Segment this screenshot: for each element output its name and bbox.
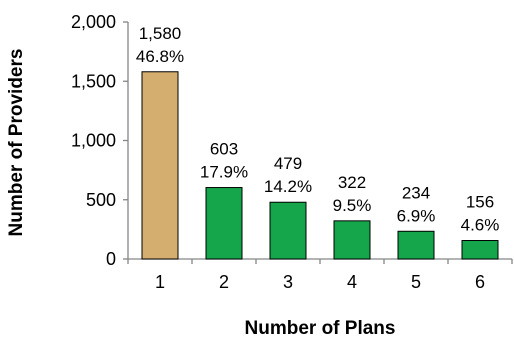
y-tick-label: 1,000 — [71, 131, 116, 151]
bar — [205, 187, 243, 260]
y-tick-label: 0 — [106, 249, 116, 269]
data-label-percent: 46.8% — [136, 47, 184, 66]
data-label-value: 234 — [402, 183, 430, 202]
data-label-value: 322 — [338, 173, 366, 192]
data-label-value: 1,580 — [139, 24, 182, 43]
y-tick-label: 2,000 — [71, 12, 116, 32]
data-label-percent: 14.2% — [264, 177, 312, 196]
x-tick-label: 5 — [411, 272, 421, 292]
y-tick-label: 500 — [86, 190, 116, 210]
x-tick-label: 6 — [475, 272, 485, 292]
y-axis-title-group: Number of Providers — [6, 49, 27, 237]
data-label-percent: 9.5% — [333, 196, 372, 215]
y-tick-label: 1,500 — [71, 71, 116, 91]
x-axis-title: Number of Plans — [245, 318, 396, 339]
bar — [141, 71, 179, 260]
x-tick-label: 2 — [219, 272, 229, 292]
x-tick-label: 1 — [155, 272, 165, 292]
data-label-percent: 17.9% — [200, 163, 248, 182]
bar — [333, 220, 371, 260]
data-label-value: 479 — [274, 154, 302, 173]
bar — [461, 240, 499, 260]
data-label-percent: 6.9% — [397, 206, 436, 225]
x-tick-label: 3 — [283, 272, 293, 292]
data-label-value: 156 — [466, 193, 494, 212]
data-label-percent: 4.6% — [461, 216, 500, 235]
bar — [269, 201, 307, 260]
bar — [397, 230, 435, 260]
plot-area: 0 500 1,000 1,500 2,000 1 46.8% 1,580 2 17.9% 603 3… — [71, 12, 513, 292]
data-label-value: 603 — [210, 140, 238, 159]
x-tick-label: 4 — [347, 272, 357, 292]
y-axis-title: Number of Providers — [6, 49, 27, 237]
